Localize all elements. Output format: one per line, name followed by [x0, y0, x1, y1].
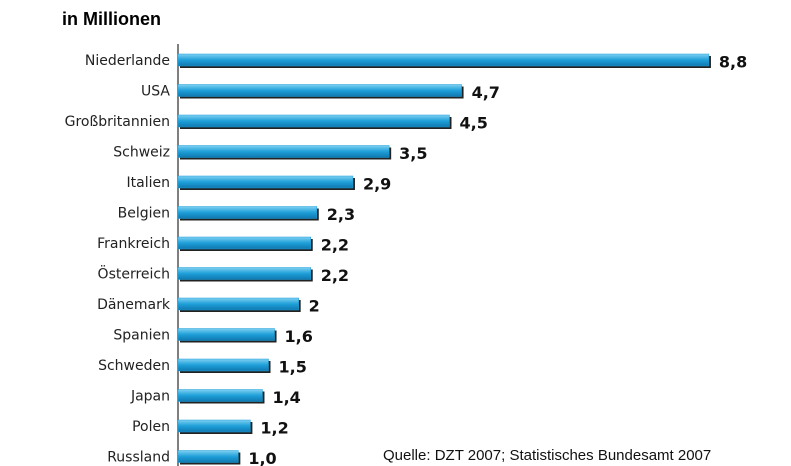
bar [177, 84, 462, 97]
value-label: 2 [309, 297, 320, 316]
bar [177, 328, 275, 341]
category-label: Italien [127, 175, 170, 191]
bar [177, 450, 239, 463]
value-label: 1,4 [272, 388, 300, 407]
bar [177, 236, 311, 250]
category-label: Frankreich [97, 236, 170, 252]
value-label: 8,8 [719, 53, 747, 72]
category-label: Japan [130, 389, 170, 405]
source-note: Quelle: DZT 2007; Statistisches Bundesam… [383, 447, 711, 464]
bar [177, 206, 318, 219]
value-label: 1,5 [279, 358, 307, 377]
value-label: 1,2 [260, 419, 288, 438]
bar [177, 145, 390, 158]
value-label: 1,0 [248, 449, 276, 466]
bar [177, 389, 263, 402]
value-label: 2,2 [321, 266, 349, 285]
category-label: Schweiz [113, 145, 170, 161]
bar [177, 297, 299, 311]
bar [177, 419, 251, 433]
category-label: Belgien [118, 206, 170, 222]
value-label: 4,5 [460, 114, 488, 133]
category-label: Österreich [98, 265, 170, 283]
value-label: 1,6 [285, 327, 313, 346]
category-label: USA [141, 84, 170, 100]
value-label: 4,7 [472, 83, 500, 102]
category-label: Spanien [113, 328, 170, 344]
category-label: Russland [107, 450, 170, 466]
category-label: Dänemark [97, 297, 171, 313]
value-label: 2,3 [327, 205, 355, 224]
value-label: 3,5 [399, 144, 427, 163]
category-label: Großbritannien [65, 114, 170, 130]
category-label: Niederlande [85, 53, 170, 69]
bar [177, 175, 354, 189]
bar [177, 358, 269, 372]
chart-title: in Millionen [62, 9, 161, 29]
bar [177, 114, 450, 128]
bar [177, 53, 710, 67]
category-label: Polen [132, 419, 170, 435]
bar [177, 267, 311, 280]
value-label: 2,2 [321, 236, 349, 255]
category-label: Schweden [98, 358, 170, 374]
value-label: 2,9 [363, 175, 391, 194]
